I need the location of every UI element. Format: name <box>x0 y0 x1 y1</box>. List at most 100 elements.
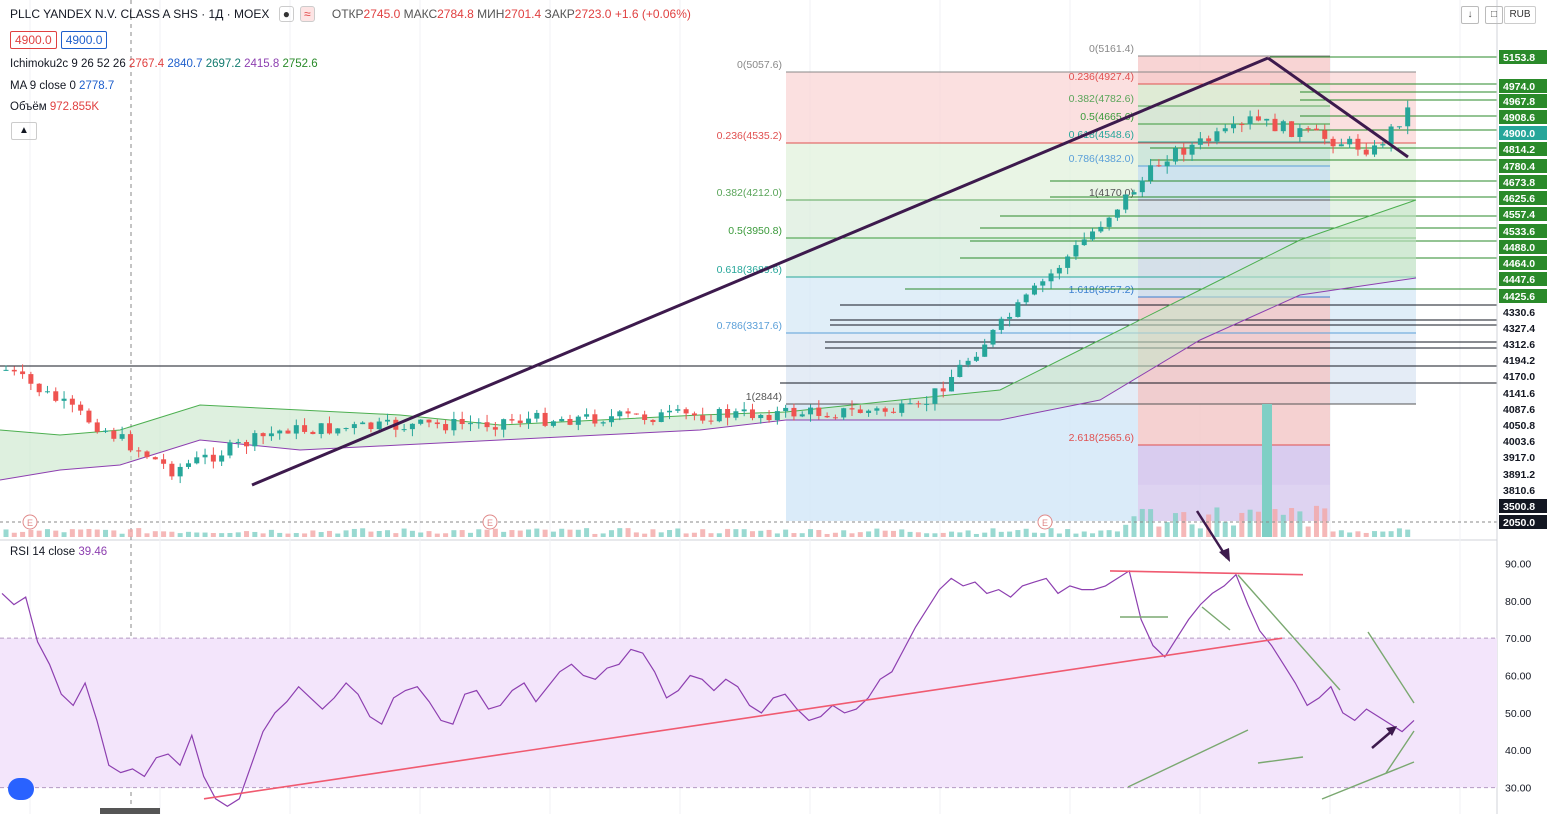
fib-zone-right <box>1138 142 1330 166</box>
volume-bar <box>343 530 349 537</box>
candle-body <box>1388 126 1394 145</box>
rsi-legend[interactable]: RSI 14 close 39.46 <box>10 546 107 558</box>
volume-bar <box>932 533 938 537</box>
volume-bar <box>1040 533 1046 537</box>
volume-bar <box>484 529 490 537</box>
candle-body <box>957 364 963 377</box>
fib-level-label: 0.5(3950.8) <box>728 225 782 237</box>
candle-body <box>675 409 681 411</box>
up-arrow-icon <box>1386 726 1397 736</box>
rsi-value: 39.46 <box>78 546 108 558</box>
price-axis-label: 4050.8 <box>1503 420 1535 432</box>
volume-bar <box>957 532 963 537</box>
ichimoku-legend[interactable]: Ichimoku2c 9 26 52 26 2767.4 2840.7 2697… <box>10 58 318 70</box>
candle-body <box>1322 130 1328 139</box>
rsi-axis-label: 70.00 <box>1505 633 1531 645</box>
volume-bar <box>185 531 191 537</box>
collapse-legend-button[interactable]: ▲ <box>11 122 37 140</box>
volume-legend[interactable]: Объём 972.855K <box>10 101 99 113</box>
ma-legend[interactable]: MA 9 close 0 2778.7 <box>10 80 114 92</box>
maximize-button[interactable]: □ <box>1485 6 1503 24</box>
price-axis-label: 4557.4 <box>1503 209 1535 221</box>
fib-level-label: 1(2844) <box>746 391 782 403</box>
approx-toggle[interactable]: ≈ <box>299 6 315 22</box>
volume-bar <box>1297 511 1303 537</box>
candle-body <box>409 423 415 430</box>
volume-bar <box>103 529 109 537</box>
open-label: ОТКР <box>331 7 364 21</box>
compare-toggle[interactable]: ● <box>278 6 294 22</box>
candle-body <box>758 414 764 419</box>
candle-body <box>194 457 200 464</box>
candle-body <box>700 415 706 421</box>
candle-body <box>285 430 291 434</box>
volume-bar <box>584 528 590 537</box>
ma-name: MA 9 close 0 <box>10 80 76 92</box>
price-axis-label: 4673.8 <box>1503 177 1535 189</box>
volume-bar <box>766 529 772 537</box>
volume-bar <box>434 533 440 537</box>
price-axis-label: 2050.0 <box>1503 517 1535 529</box>
scroll-down-button[interactable]: ↓ <box>1461 6 1479 24</box>
volume-bar <box>385 530 391 537</box>
price-axis-label: 3810.6 <box>1503 485 1535 497</box>
fib-level-label: 0.236(4535.2) <box>717 130 782 142</box>
candle-body <box>1380 144 1386 146</box>
volume-bar <box>1048 528 1054 537</box>
candle-body <box>152 457 158 460</box>
volume-bar <box>227 532 233 537</box>
price-axis-label: 4447.6 <box>1503 274 1535 286</box>
volume-bar <box>600 533 606 537</box>
candle-body <box>11 369 17 372</box>
candle-body <box>783 407 789 412</box>
volume-bar <box>36 530 42 537</box>
volume-bar <box>1313 505 1319 537</box>
candle-body <box>658 412 664 423</box>
volume-bar <box>1015 530 1021 537</box>
sell-price-button[interactable]: 4900.0 <box>10 31 57 49</box>
volume-bar <box>119 533 125 537</box>
candle-body <box>302 425 308 432</box>
volume-bar <box>907 531 913 537</box>
price-axis-label: 4141.6 <box>1503 388 1535 400</box>
cloud-logo-icon[interactable] <box>8 778 34 800</box>
volume-bar <box>857 532 863 537</box>
volume-bar <box>1073 533 1079 537</box>
candle-body <box>1363 149 1369 155</box>
candle-body <box>841 408 847 418</box>
candle-body <box>210 454 216 462</box>
volume-bar <box>1280 514 1286 537</box>
ichimoku-v4: 2415.8 <box>244 58 280 70</box>
candle-body <box>1214 131 1220 142</box>
symbol-title[interactable]: PLLC YANDEX N.V. CLASS A SHS · 1Д · MOEX <box>10 7 270 21</box>
volume-bar <box>351 528 357 537</box>
volume-bar <box>1380 531 1386 537</box>
down-arrow-icon <box>1195 510 1229 559</box>
candle-body <box>1114 209 1120 218</box>
volume-bar <box>1388 531 1394 537</box>
close-label: ЗАКР <box>544 7 575 21</box>
price-axis-label: 4625.6 <box>1503 193 1535 205</box>
volume-bar <box>1231 525 1237 537</box>
fib-level-label: 0.786(4382.0) <box>1069 153 1134 165</box>
candle-body <box>318 423 324 435</box>
volume-bar <box>1255 511 1261 537</box>
price-axis-label: 4533.6 <box>1503 226 1535 238</box>
volume-bar <box>998 531 1004 537</box>
volume-bar <box>949 531 955 537</box>
candle-body <box>998 318 1004 330</box>
price-axis-label: 4425.6 <box>1503 291 1535 303</box>
candle-body <box>824 415 830 418</box>
candle-body <box>1231 124 1237 129</box>
earnings-marker-label: E <box>487 518 493 528</box>
price-axis-label: 4967.8 <box>1503 96 1535 108</box>
volume-bar <box>1139 508 1145 537</box>
close-value: 2723.0 <box>574 7 612 21</box>
candle-body <box>177 466 183 477</box>
buy-price-button[interactable]: 4900.0 <box>60 31 108 49</box>
candle-body <box>1073 245 1079 257</box>
currency-badge[interactable]: RUB <box>1504 6 1536 24</box>
candle-body <box>584 414 590 417</box>
fib-level-label: 0.786(3317.6) <box>717 320 782 332</box>
